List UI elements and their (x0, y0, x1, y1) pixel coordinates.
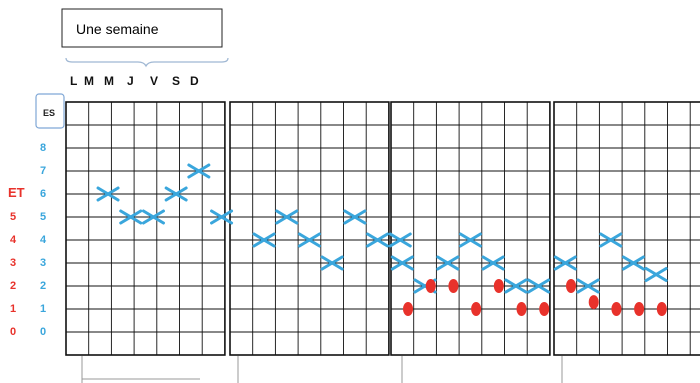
day-label: M (84, 74, 94, 88)
es-point (553, 255, 577, 271)
es-ticks: 8 7 6 5 4 3 2 1 0 (40, 142, 47, 338)
es-tick-label: 0 (40, 326, 46, 338)
es-point (576, 278, 600, 294)
et-point (611, 302, 622, 316)
week-grid (553, 101, 700, 356)
es-tick-label: 5 (40, 211, 46, 223)
et-point (493, 279, 504, 293)
es-point (297, 232, 321, 248)
es-point (164, 186, 188, 202)
et-point (471, 302, 482, 316)
week-grid-border (65, 101, 226, 356)
week-grid (390, 101, 551, 356)
week-grid-border (229, 101, 390, 356)
es-point (252, 232, 276, 248)
es-point (96, 186, 120, 202)
es-tick-label: 4 (40, 234, 47, 246)
week-bracket (65, 57, 229, 68)
es-point (320, 255, 344, 271)
es-point (187, 163, 211, 179)
et-tick-label: 5 (10, 211, 16, 223)
es-point (504, 278, 528, 294)
et-tick-label: 2 (10, 280, 16, 292)
es-point (436, 255, 460, 271)
es-tick-label: 8 (40, 142, 46, 154)
week-grid-border (553, 101, 700, 356)
et-point (656, 302, 667, 316)
es-tick-label: 7 (40, 165, 46, 177)
es-point (366, 232, 390, 248)
es-point (119, 209, 143, 225)
es-point (527, 278, 551, 294)
et-point (425, 279, 436, 293)
legend-box-label: Une semaine (76, 21, 159, 37)
bottom-ticks (81, 356, 563, 383)
es-point (141, 209, 165, 225)
day-label: J (127, 74, 134, 88)
es-point (390, 255, 414, 271)
data-marks (96, 163, 668, 316)
es-point (599, 232, 623, 248)
es-point (481, 255, 505, 271)
week-grids (65, 101, 700, 356)
week-grid-border (390, 101, 551, 356)
legend-box: Une semaine (61, 8, 223, 48)
es-corner-box (35, 93, 65, 129)
week-grid (65, 101, 226, 356)
et-point (566, 279, 577, 293)
et-tick-label: 0 (10, 326, 16, 338)
et-tick-label: 3 (10, 257, 16, 269)
day-label: M (104, 74, 114, 88)
es-tick-label: 1 (40, 303, 46, 315)
et-point (403, 302, 414, 316)
es-point (210, 209, 234, 225)
es-point (275, 209, 299, 225)
et-ticks: 5 4 3 2 1 0 (10, 211, 17, 338)
es-corner-label: ES (43, 108, 55, 118)
es-point (621, 255, 645, 271)
es-tick-label: 2 (40, 280, 46, 292)
es-point (458, 232, 482, 248)
day-label: D (190, 74, 199, 88)
es-point (644, 267, 668, 282)
et-tick-label: 1 (10, 303, 16, 315)
day-label: L (70, 74, 77, 88)
es-point (388, 232, 412, 248)
es-point (343, 209, 367, 225)
et-point (448, 279, 459, 293)
day-label: V (150, 74, 158, 88)
es-tick-label: 6 (40, 188, 46, 200)
et-point (634, 302, 645, 316)
day-labels: L M M J V S D (70, 74, 199, 88)
et-axis-label: ET (8, 185, 25, 200)
et-point (539, 302, 550, 316)
et-point (516, 302, 527, 316)
day-label: S (172, 74, 180, 88)
et-tick-label: 4 (10, 234, 17, 246)
et-point (588, 295, 599, 310)
es-tick-label: 3 (40, 257, 46, 269)
week-grid (229, 101, 390, 356)
